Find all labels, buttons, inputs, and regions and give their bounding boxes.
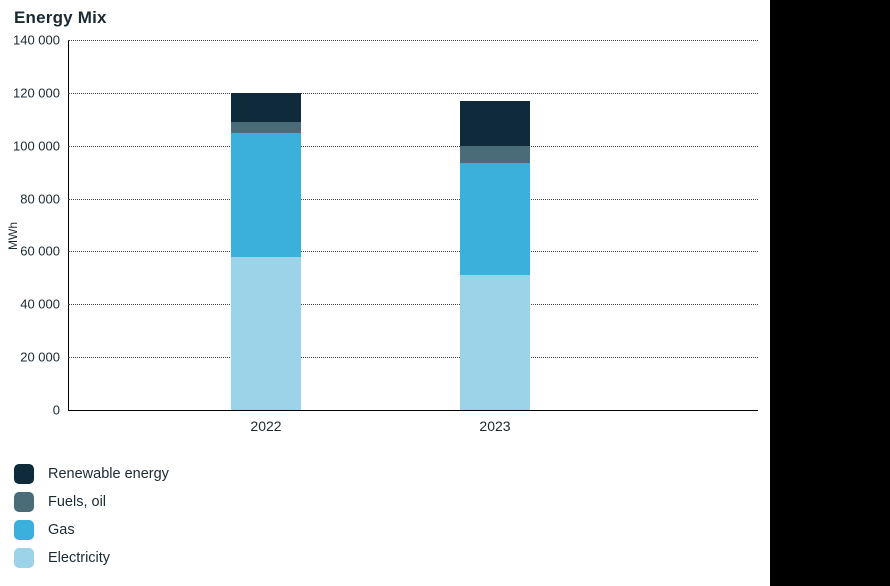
plot-area: 20222023 [68, 40, 758, 410]
gridline [68, 146, 758, 147]
y-axis: MWh 020 00040 00060 00080 000100 000120 … [12, 40, 68, 410]
bar-segment-fuels_oil [460, 146, 530, 163]
chart-container: Energy Mix MWh 0 20 000 40 000 60 000 80 000… [0, 0, 770, 586]
y-tick-label: 20 000 [20, 350, 60, 365]
legend: Renewable energy Fuels, oil Gas Electricity [14, 462, 169, 574]
legend-item-fuels_oil: Fuels, oil [14, 490, 169, 514]
bar-2023 [460, 40, 530, 410]
bar-2022 [231, 40, 301, 410]
gridline [68, 93, 758, 94]
bar-segment-gas [460, 163, 530, 275]
legend-label: Gas [48, 522, 75, 538]
legend-label: Renewable energy [48, 466, 169, 482]
legend-swatch [14, 548, 34, 568]
bar-segment-fuels_oil [231, 122, 301, 133]
y-tick-label: 80 000 [20, 191, 60, 206]
gridline [68, 40, 758, 41]
y-tick-label: 40 000 [20, 297, 60, 312]
legend-label: Electricity [48, 550, 110, 566]
y-axis-title: MWh [6, 222, 20, 250]
x-axis-baseline [68, 410, 758, 411]
legend-swatch [14, 492, 34, 512]
y-tick-label: 60 000 [20, 244, 60, 259]
x-tick-label: 2022 [250, 418, 281, 434]
y-tick-label: 100 000 [13, 138, 60, 153]
legend-item-renewable: Renewable energy [14, 462, 169, 486]
gridline [68, 251, 758, 252]
bar-segment-renewable [231, 93, 301, 122]
legend-label: Fuels, oil [48, 494, 106, 510]
bar-segment-electricity [460, 275, 530, 410]
gridline [68, 199, 758, 200]
chart-title: Energy Mix [14, 8, 107, 28]
legend-item-gas: Gas [14, 518, 169, 542]
y-tick-label: 0 [53, 403, 60, 418]
y-axis-line [68, 40, 69, 410]
y-tick-label: 120 000 [13, 85, 60, 100]
legend-item-electricity: Electricity [14, 546, 169, 570]
bar-segment-electricity [231, 257, 301, 410]
legend-swatch [14, 520, 34, 540]
gridline [68, 304, 758, 305]
bar-segment-renewable [460, 101, 530, 146]
legend-swatch [14, 464, 34, 484]
right-black-strip [770, 0, 890, 586]
x-tick-label: 2023 [479, 418, 510, 434]
bar-segment-gas [231, 133, 301, 257]
gridline [68, 357, 758, 358]
y-tick-label: 140 000 [13, 33, 60, 48]
